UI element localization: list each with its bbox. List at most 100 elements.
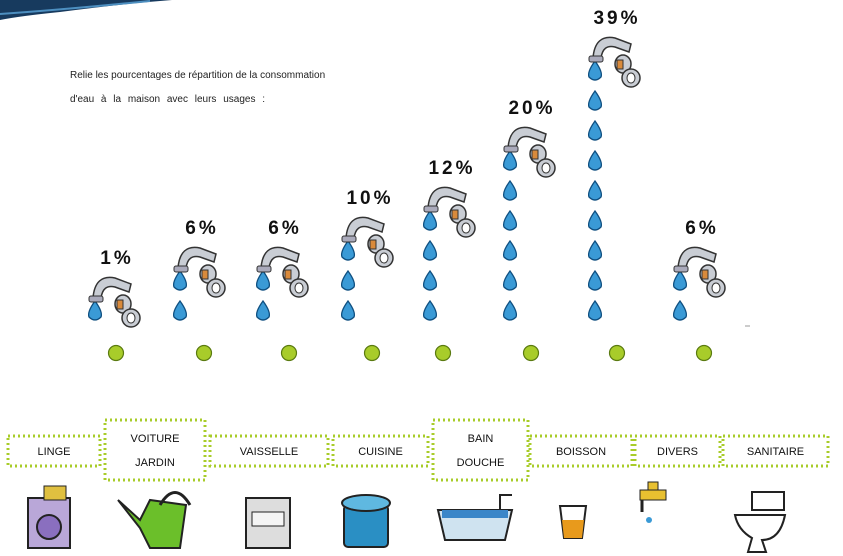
water-drop [502, 299, 518, 321]
usage-box[interactable]: VOITURE JARDIN [103, 418, 207, 482]
faucet-knob-core [211, 282, 221, 294]
faucet-spout [92, 276, 132, 299]
pot-icon-part [341, 494, 391, 512]
faucet-knob-band [451, 209, 459, 220]
pot-icon [341, 494, 391, 548]
usage-box[interactable]: BAIN DOUCHE [431, 418, 530, 482]
water-drop [502, 239, 518, 261]
water-drop [502, 179, 518, 201]
toilet-icon [733, 491, 787, 553]
percentage: 1% [100, 248, 133, 269]
water-drop [672, 269, 688, 291]
header-stripe [0, 0, 151, 15]
faucet-knob-core [461, 222, 471, 234]
usage-label: LINGE [37, 446, 70, 458]
washing-machine-icon [27, 485, 71, 549]
usage-label: SANITAIRE [747, 446, 804, 458]
faucet-knob-band [531, 149, 539, 160]
faucet-spout [677, 246, 717, 269]
usage-box-frame [103, 418, 207, 482]
water-drop [587, 59, 603, 81]
percentage: 6% [685, 218, 718, 239]
faucet-nozzle [173, 265, 189, 273]
water-drop [587, 239, 603, 261]
water-drop [502, 269, 518, 291]
water-drop [340, 269, 356, 291]
match-dot[interactable] [522, 344, 540, 362]
faucet-knob-core [294, 282, 304, 294]
usage-box[interactable]: BOISSON [528, 434, 634, 468]
bathtub-icon [436, 494, 514, 541]
match-dot[interactable] [695, 344, 713, 362]
faucet-knob-core [541, 162, 551, 174]
water-drop [255, 299, 271, 321]
match-dot[interactable] [363, 344, 381, 362]
usage-box[interactable]: SANITAIRE [721, 434, 830, 468]
usage-label: DOUCHE [457, 457, 505, 469]
bathtub-icon-part [499, 494, 512, 510]
toilet-icon-part [751, 491, 785, 511]
water-drop [587, 119, 603, 141]
usage-box-frame [528, 434, 634, 468]
percentage: 39% [593, 8, 640, 29]
match-dot[interactable] [434, 344, 452, 362]
faucet-nozzle [503, 145, 519, 153]
header-banner [0, 0, 172, 20]
usage-label: VAISSELLE [240, 446, 299, 458]
faucet-nozzle [588, 55, 604, 63]
water-drop [587, 179, 603, 201]
usage-box[interactable]: CUISINE [331, 434, 430, 468]
faucet-knob-core [711, 282, 721, 294]
faucet-knob-band [701, 269, 709, 280]
faucet-spout [507, 126, 547, 149]
washing-machine-icon-part [36, 514, 62, 540]
percentage: 12% [428, 158, 475, 179]
washing-machine-icon-part [43, 485, 67, 501]
water-drop [172, 269, 188, 291]
faucet-spout [592, 36, 632, 59]
usage-box[interactable]: LINGE [6, 434, 102, 468]
tap-icon-part [646, 517, 652, 523]
usage-box[interactable]: VAISSELLE [208, 434, 330, 468]
percentage: 6% [268, 218, 301, 239]
water-drop [587, 299, 603, 321]
water-drop [672, 299, 688, 321]
match-dot[interactable] [280, 344, 298, 362]
water-drop [87, 299, 103, 321]
faucet-spout [345, 216, 385, 239]
match-dot[interactable] [107, 344, 125, 362]
faucet-knob-band [369, 239, 377, 250]
instruction-line: Relie les pourcentages de répartition de… [70, 70, 325, 81]
tap-icon-part [639, 489, 667, 501]
usage-box-frame [6, 434, 102, 468]
water-drop [422, 269, 438, 291]
faucet [503, 126, 556, 178]
faucet-knob-band [201, 269, 209, 280]
water-drop [422, 209, 438, 231]
percentage: 6% [185, 218, 218, 239]
dishwasher-icon-part [251, 511, 285, 527]
faucet-knob-core [379, 252, 389, 264]
match-dot[interactable] [608, 344, 626, 362]
faucet-nozzle [88, 295, 104, 303]
water-drop [587, 269, 603, 291]
water-drop [340, 299, 356, 321]
water-drop [502, 209, 518, 231]
usage-box-frame [331, 434, 430, 468]
usage-label: JARDIN [135, 457, 175, 469]
match-dot[interactable] [195, 344, 213, 362]
toilet-icon-part [733, 514, 787, 553]
usage-box[interactable]: DIVERS [633, 434, 722, 468]
faucet-knob-band [116, 299, 124, 310]
percentage: 10% [346, 188, 393, 209]
faucet-spout [260, 246, 300, 269]
bathtub-icon-part [442, 510, 508, 518]
faucet-knob-band [616, 59, 624, 70]
water-drop [587, 149, 603, 171]
water-drop [587, 89, 603, 111]
water-drop [172, 299, 188, 321]
water-drop [255, 269, 271, 291]
glass-icon [558, 505, 588, 539]
water-drop [587, 209, 603, 231]
